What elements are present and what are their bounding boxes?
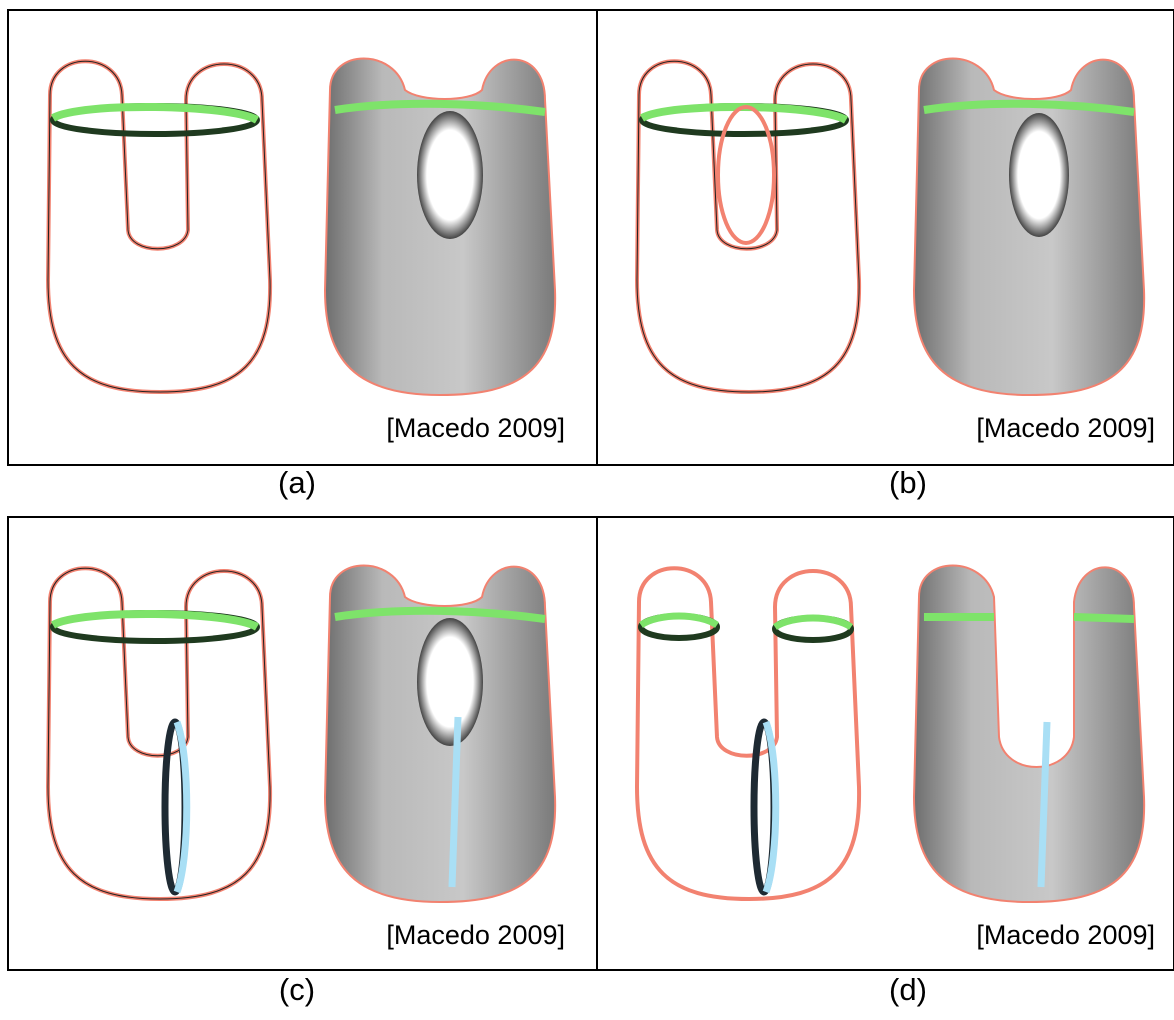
citation: [Macedo 2009] (976, 920, 1155, 950)
panel-b: [Macedo 2009] (b) (637, 59, 1155, 501)
panel-label: (a) (278, 465, 316, 500)
panel-d: [Macedo 2009] (d) (637, 566, 1155, 1008)
citation: [Macedo 2009] (386, 413, 565, 443)
panel-label: (c) (279, 972, 315, 1007)
panel-c: [Macedo 2009] (c) (48, 566, 565, 1008)
panel-label: (d) (889, 972, 927, 1007)
citation: [Macedo 2009] (386, 920, 565, 950)
figure: [Macedo 2009] (a) [Macedo 2009] (b) [Mac… (0, 0, 1174, 1020)
citation: [Macedo 2009] (976, 413, 1155, 443)
panel-label: (b) (889, 465, 927, 500)
panel-a: [Macedo 2009] (a) (48, 59, 565, 501)
